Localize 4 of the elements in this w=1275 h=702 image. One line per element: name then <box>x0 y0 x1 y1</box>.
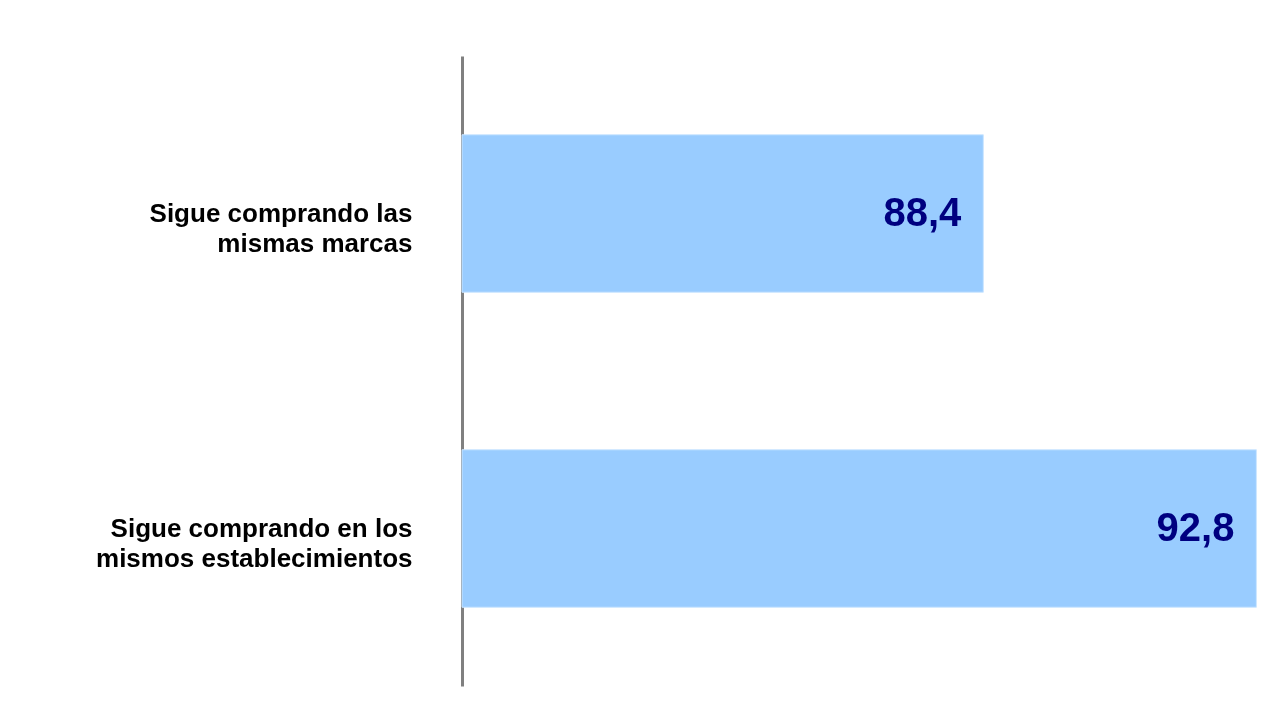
data-label: 88,4 <box>883 189 963 234</box>
data-label: 92,8 <box>1156 504 1235 549</box>
y-tick-label: Sigue comprando las mismas marcas <box>149 197 413 258</box>
y-tick-label: Sigue comprando en los mismos establecimientos <box>96 512 413 573</box>
